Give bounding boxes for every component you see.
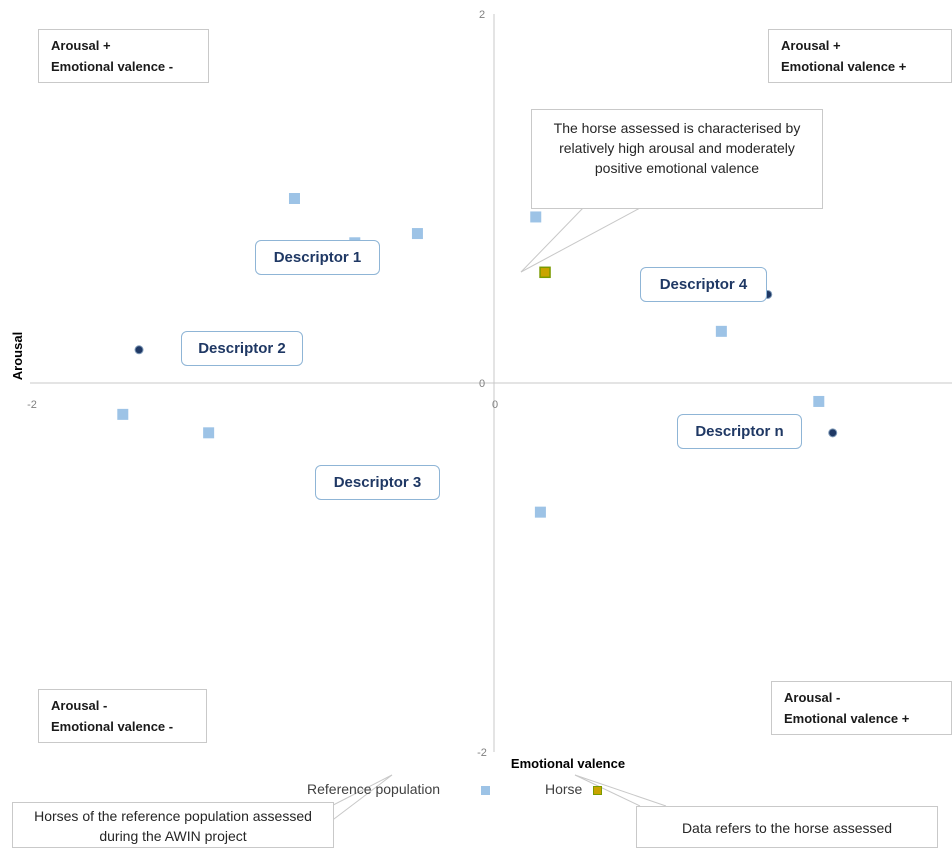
reference-point [117,408,129,420]
y-tick-label: 2 [479,9,485,21]
quadrant-label-top-left: Arousal + Emotional valence - [38,29,209,83]
reference-point [813,395,825,407]
descriptor-label-4: Descriptor 4 [640,267,767,302]
x-axis-title: Emotional valence [511,756,625,771]
data-callout: Data refers to the horse assessed [636,806,938,848]
horse-callout-leader-2 [520,207,641,273]
y-axis-title: Arousal [10,332,25,380]
quadrant-label-bottom-left: Arousal - Emotional valence - [38,689,207,743]
reference-callout-leader-2 [329,774,393,823]
descriptor-point [134,345,144,355]
reference-point [411,228,423,240]
quadrant-label-top-right: Arousal + Emotional valence + [768,29,952,83]
axes [30,14,952,752]
reference-point [534,506,546,518]
quadrant-label-line: Arousal + [51,38,111,53]
reference-point [288,193,300,204]
quadrant-label-line: Arousal - [784,690,841,705]
quadrant-label-line: Emotional valence - [51,719,174,734]
legend-reference-label: Reference population [307,781,441,797]
x-tick-label: 0 [492,399,498,411]
callout-leaders [299,207,667,823]
horse-callout: The horse assessed is characterised by r… [531,109,823,209]
descriptor-point [828,428,838,438]
descriptor-label-2: Descriptor 2 [181,331,303,366]
horse-callout-leader [520,207,584,273]
quadrant-label-bottom-right: Arousal - Emotional valence + [771,681,952,735]
reference-point [203,427,215,439]
quadrant-label-line: Emotional valence + [784,711,910,726]
data-callout-leader [574,774,641,807]
y-tick-label: 0 [479,378,485,390]
quadrant-label-line: Emotional valence + [781,59,907,74]
descriptor-label-3: Descriptor 3 [315,465,440,500]
reference-point [530,211,542,223]
legend-reference-marker [481,786,490,795]
quadrant-label-line: Arousal - [51,698,108,713]
descriptor-label-n: Descriptor n [677,414,802,449]
quadrant-label-line: Emotional valence - [51,59,174,74]
descriptor-label-1: Descriptor 1 [255,240,380,275]
legend-horse-marker [593,786,602,795]
legend-horse-label: Horse [545,781,583,797]
y-tick-label: -2 [477,747,487,759]
horse-point [539,266,551,279]
reference-point [715,325,727,337]
reference-callout: Horses of the reference population asses… [12,802,334,848]
data-callout-leader-2 [574,774,667,807]
x-tick-label: -2 [27,399,37,411]
quadrant-label-line: Arousal + [781,38,841,53]
